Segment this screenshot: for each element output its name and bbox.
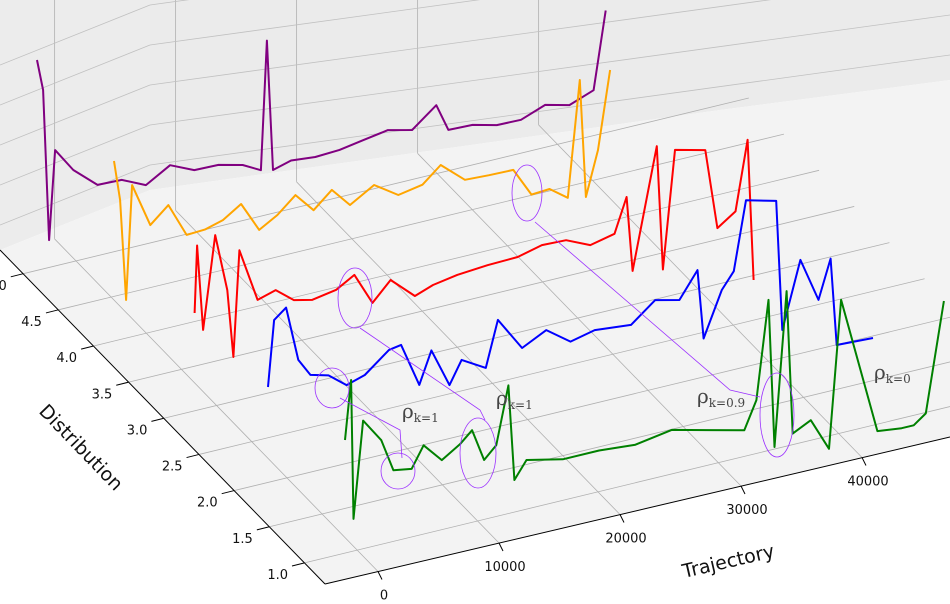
y-tick-label: .0 (0, 279, 7, 294)
y-axis-label: Distribution (34, 400, 127, 495)
grid-line-z (149, 0, 481, 46)
annotation-ellipse-red (337, 267, 373, 329)
grid-line-z (0, 164, 151, 226)
grid-line-distribution (128, 206, 855, 383)
annotation-ellipse-green-blue (380, 452, 416, 490)
grid-line-z (0, 4, 151, 66)
annotation-ellipse-green-orange (759, 372, 795, 458)
grid-line-distribution (303, 406, 950, 564)
annotation-connector (359, 327, 486, 421)
y-tick-label: 1.0 (267, 568, 288, 583)
series-lines (36, 10, 945, 520)
y-tick-mark (221, 490, 234, 495)
x-tick-label: 30000 (726, 503, 767, 518)
y-tick-mark (10, 273, 23, 278)
x-tick-mark (498, 542, 504, 552)
annotation-ellipse-green-red (459, 417, 497, 489)
x-tick-label: 20000 (605, 532, 646, 547)
grid-line-distribution (93, 169, 820, 347)
y-tick-label: 1.5 (232, 532, 253, 547)
grid-line-z (0, 124, 151, 186)
x-tick-label: 40000 (847, 475, 888, 490)
series-line-purple (36, 10, 607, 242)
x-axis-label: Trajectory (679, 540, 776, 583)
distribution-ticks: 1.0 1.5 2.0 2.5 3.0 3.5 4.0 4.5 .0 (0, 273, 305, 583)
y-tick-label: 2.5 (162, 460, 183, 475)
y-tick-mark (291, 562, 305, 567)
series-line-red (193, 138, 755, 358)
x-tick-mark (377, 571, 383, 580)
grid-line-trajectory (175, 210, 500, 544)
y-tick-label: 4.5 (21, 315, 42, 330)
grid-line-z (0, 84, 151, 146)
grid-line-z (0, 44, 151, 106)
y-tick-label: 2.0 (197, 496, 218, 511)
x-tick-label: 0 (380, 589, 388, 604)
distribution-axis-line (0, 249, 326, 585)
annotation-label: ρk=0 (874, 360, 911, 386)
annotation-label: ρk=1 (402, 399, 439, 425)
annotation-labels: ρk=1 ρk=1 ρk=0.9 ρk=0 (402, 360, 911, 425)
x-tick-mark (740, 485, 746, 495)
annotation-ellipse-purple (511, 164, 543, 222)
y-tick-mark (151, 417, 164, 422)
grid-line-distribution (198, 278, 925, 455)
x-tick-mark (619, 514, 625, 523)
grid-line-z (149, 0, 772, 86)
grid-line-distribution (163, 242, 890, 419)
series-line-green (344, 290, 945, 520)
annotation-ellipse-blue (314, 367, 350, 409)
grid-line-distribution (57, 133, 785, 311)
annotations (314, 164, 795, 490)
series-line-blue (267, 199, 874, 388)
y-tick-label: 4.0 (56, 351, 77, 366)
axes-lines (0, 249, 950, 585)
annotation-connector (534, 221, 761, 398)
y-tick-mark (256, 526, 269, 531)
grid-line-distribution (22, 97, 749, 275)
grid-line-z (149, 54, 950, 166)
back-pane (150, 0, 950, 190)
y-tick-mark (186, 454, 199, 459)
annotation-connector (339, 397, 403, 459)
annotation-label: ρk=0.9 (697, 384, 745, 410)
y-tick-mark (80, 345, 94, 350)
y-tick-label: 3.0 (127, 423, 148, 438)
x-tick-label: 10000 (484, 560, 525, 575)
series-line-orange (113, 69, 612, 301)
y-tick-label: 3.5 (92, 387, 113, 402)
y-tick-mark (116, 381, 129, 386)
y-tick-mark (45, 309, 59, 314)
annotation-label: ρk=1 (496, 386, 533, 412)
grid-line-distribution (268, 361, 950, 528)
x-tick-mark (861, 457, 867, 466)
grid-line-z (149, 14, 950, 126)
trajectory-ticks: 0 10000 20000 30000 40000 (377, 457, 889, 604)
trajectory-axis-line (324, 436, 950, 585)
